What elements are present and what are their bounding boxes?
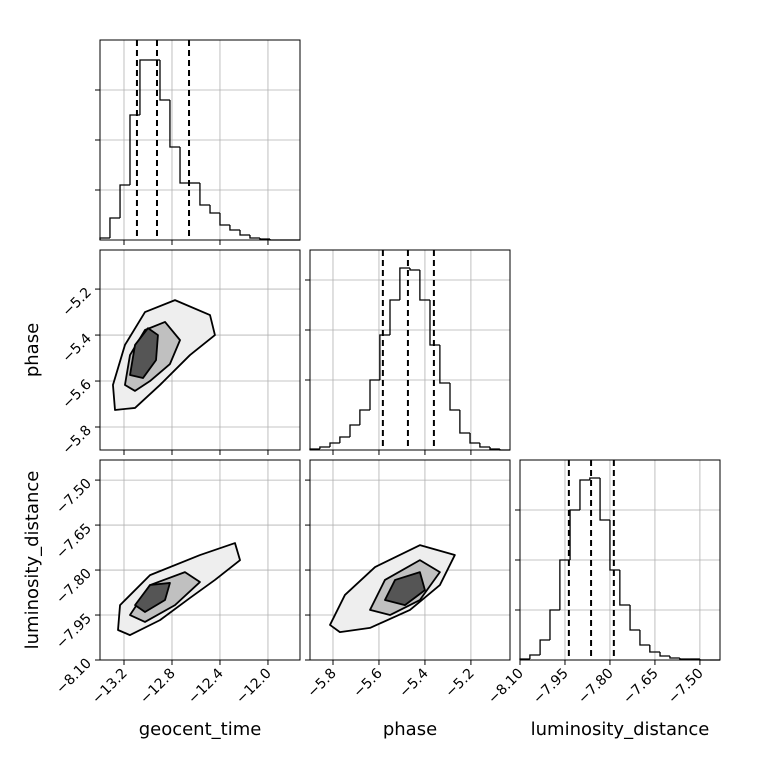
- histogram-step: [639, 630, 650, 646]
- histogram-step: [319, 446, 330, 449]
- panel-frame: [309, 249, 511, 451]
- x-tick-label: −12.8: [137, 666, 179, 708]
- histogram-step: [579, 479, 590, 510]
- histogram-step: [419, 270, 430, 301]
- histogram-step: [439, 345, 450, 384]
- panel-frame: [99, 459, 301, 661]
- histogram-step: [179, 147, 190, 184]
- histogram-step: [219, 213, 230, 226]
- histogram-step: [549, 609, 560, 640]
- histogram-step: [409, 268, 420, 271]
- histogram-step: [359, 409, 370, 425]
- histogram-step: [109, 217, 121, 238]
- x-tick-label: −5.4: [396, 665, 431, 700]
- contour: [384, 571, 426, 607]
- histogram-step: [229, 225, 241, 231]
- panel-frame: [309, 459, 511, 661]
- panel: −5.8 −5.6 −5.4 −5.2 phase: [22, 249, 301, 458]
- histogram-step: [199, 183, 211, 206]
- histogram-step: [539, 639, 550, 655]
- panel-frame: [99, 39, 301, 241]
- histogram-step: [339, 436, 350, 443]
- x-tick-label: −5.8: [304, 666, 339, 701]
- panel: −8.10 −7.95 −7.80 −7.65 −7.50 luminosity_dist…: [485, 459, 721, 740]
- y-axis-label: luminosity_distance: [22, 471, 43, 650]
- panel: −13.2 −12.8 −12.4 −12.0 −8.10−7.95−7.80−7.65…: [22, 459, 301, 740]
- histogram-step: [479, 443, 490, 448]
- histogram-step: [469, 433, 480, 444]
- histogram-step: [429, 300, 440, 346]
- histogram-step: [329, 442, 340, 447]
- histogram-step: [679, 658, 691, 660]
- panel: [95, 39, 301, 245]
- histogram-step: [379, 334, 390, 380]
- histogram-step: [449, 383, 460, 411]
- y-tick-label: −7.65: [53, 521, 95, 563]
- histogram-step: [249, 235, 260, 239]
- x-axis-label: luminosity_distance: [531, 719, 710, 740]
- panel-frame: [99, 249, 301, 451]
- histogram-step: [239, 230, 250, 236]
- histogram-step: [129, 114, 140, 185]
- histogram-step: [569, 509, 580, 560]
- histogram-step: [119, 184, 130, 218]
- y-tick-label: −5.6: [59, 376, 94, 411]
- histogram-step: [599, 478, 610, 521]
- x-axis-label: geocent_time: [139, 719, 262, 740]
- histogram-step: [169, 100, 181, 148]
- y-tick-label: −5.4: [59, 331, 94, 366]
- x-tick-label: −5.2: [442, 666, 477, 701]
- histogram-step: [159, 60, 170, 101]
- histogram-step: [529, 654, 541, 659]
- y-tick-label: −8.10: [53, 656, 95, 698]
- histogram-step: [489, 447, 500, 450]
- histogram-step: [139, 59, 151, 115]
- histogram-step: [259, 238, 271, 240]
- y-tick-label: −7.80: [53, 566, 95, 608]
- x-axis-label: phase: [383, 719, 437, 740]
- histogram-step: [659, 652, 670, 657]
- x-tick-label: −7.80: [575, 666, 617, 708]
- x-tick-label: −12.4: [185, 665, 227, 707]
- histogram-step: [349, 424, 360, 437]
- x-tick-label: −7.65: [620, 666, 662, 708]
- panel-frame: [519, 459, 721, 661]
- x-tick-label: −8.10: [485, 666, 527, 708]
- x-tick-label: −5.6: [350, 665, 385, 700]
- histogram-step: [209, 205, 220, 214]
- y-axis-label: phase: [22, 323, 43, 377]
- x-tick-label: −7.95: [530, 666, 572, 708]
- x-tick-label: −13.2: [89, 666, 131, 708]
- histogram-step: [619, 570, 631, 606]
- y-tick-label: −7.50: [53, 476, 95, 518]
- histogram-step: [369, 379, 380, 410]
- histogram-step: [669, 656, 680, 659]
- x-tick-label: −12.0: [233, 666, 275, 708]
- histogram-step: [389, 299, 400, 335]
- histogram-step: [559, 559, 571, 610]
- panel: [305, 249, 511, 455]
- histogram-step: [609, 520, 620, 571]
- histogram-step: [589, 477, 601, 480]
- x-tick-label: −7.50: [665, 666, 707, 708]
- histogram-step: [649, 645, 661, 653]
- histogram-step: [399, 267, 410, 300]
- contour: [129, 327, 159, 379]
- y-tick-label: −7.95: [53, 611, 95, 653]
- y-tick-label: −5.2: [59, 285, 94, 320]
- y-tick-label: −5.8: [59, 423, 94, 458]
- contour: [134, 582, 171, 613]
- histogram-step: [629, 605, 640, 631]
- histogram-step: [459, 410, 470, 434]
